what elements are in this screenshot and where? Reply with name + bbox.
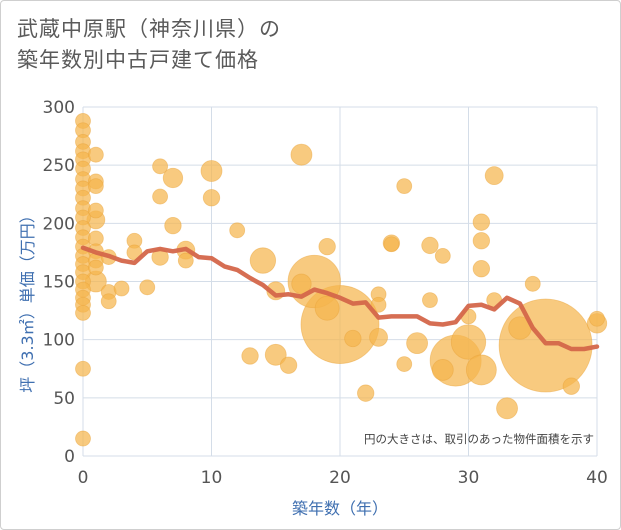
bubble-point [291,273,312,294]
bubble-point [465,354,497,386]
y-axis-label: 坪（3.3㎡）単価（万円） [18,207,37,392]
bubble-point [498,298,593,393]
bubble-point [396,356,413,372]
x-tick-label: 10 [201,468,223,488]
bubble-point [87,259,104,276]
x-tick-label: 30 [458,468,480,488]
bubble-point [75,360,91,377]
x-tick-label: 20 [329,468,351,488]
bubble-point [383,236,400,253]
bubble-series [75,113,608,447]
chart-title: 武蔵中原駅（神奈川県）の 築年数別中古戸建て価格 [17,14,281,76]
x-axis-label: 築年数（年） [292,499,388,518]
y-tick-label: 0 [64,447,75,467]
average-price-line [80,245,600,352]
bubble-point [562,377,580,395]
bubble-point [484,166,504,186]
bubble-point [75,305,91,321]
bubble-point [241,347,259,365]
y-tick-label: 200 [43,214,75,234]
bubble-point [589,310,605,327]
bubble-point [279,356,298,374]
x-tick-label: 40 [586,468,608,488]
bubble-point [87,202,104,219]
bubble-point [450,324,487,360]
bubble-point [87,146,104,163]
y-tick-label: 100 [43,331,75,351]
bubble-point [177,252,194,269]
bubble-point [152,188,169,205]
axis-ticks: 0 50 100 150 200 250 300 0 10 20 30 40 [43,98,608,488]
bubble-point [472,260,491,278]
bubble-point [264,343,287,366]
bubble-point [370,296,387,313]
bubble-point [406,332,429,355]
bubble-point [369,327,388,347]
bubble-point [100,293,117,310]
bubble-point [249,247,277,274]
bubble-point [524,275,541,292]
bubble-point [472,232,491,250]
chart-title-line2: 築年数別中古戸建て価格 [17,48,259,72]
bubble-point [139,279,156,296]
bubble-point [344,329,362,348]
bubble-point [164,217,182,235]
y-tick-label: 50 [53,389,75,409]
bubble-point [472,213,491,231]
y-tick-label: 250 [43,156,75,176]
bubble-point [434,248,451,264]
bubble-point [422,292,438,309]
x-tick-label: 0 [78,468,89,488]
chart-title-line1: 武蔵中原駅（神奈川県）の [17,17,281,41]
bubble-point [496,397,518,420]
bubble-point [229,222,246,239]
y-tick-label: 300 [43,98,75,118]
bubble-point [200,160,223,182]
bubble-point [431,359,454,381]
bubble-point [314,295,340,321]
average-line-series [80,245,600,352]
bubble-point [318,237,336,256]
bubble-point [162,167,184,189]
bubble-point [421,236,439,255]
y-tick-label: 150 [43,273,75,293]
bubble-point [202,189,221,207]
size-legend-note: 円の大きさは、取引のあった物件面積を示す [364,432,594,446]
bubble-point [152,158,169,175]
bubble-point [290,143,313,166]
bubble-point [87,178,104,195]
bubble-point [357,384,375,402]
bubble-point [396,178,413,195]
bubble-point [113,280,130,297]
bubble-point [75,430,91,447]
